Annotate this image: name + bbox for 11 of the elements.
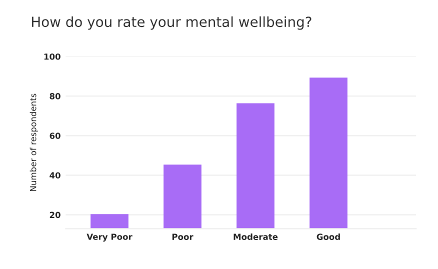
y-axis-title: Number of respondents [30, 94, 38, 191]
y-tick-label: 20 [50, 212, 60, 218]
x-tick-label: Good [316, 234, 340, 240]
x-tick-label: Moderate [234, 234, 278, 240]
x-tick-label: Very Poor [86, 234, 132, 242]
y-tick-label: 60 [50, 132, 60, 139]
x-tick-label: Poor [172, 234, 194, 240]
y-tick-label: 80 [50, 93, 60, 100]
chart-title: How do you rate your mental wellbeing? [32, 16, 312, 30]
y-tick-label: 40 [50, 172, 60, 179]
y-tick-label: 100 [44, 53, 60, 60]
